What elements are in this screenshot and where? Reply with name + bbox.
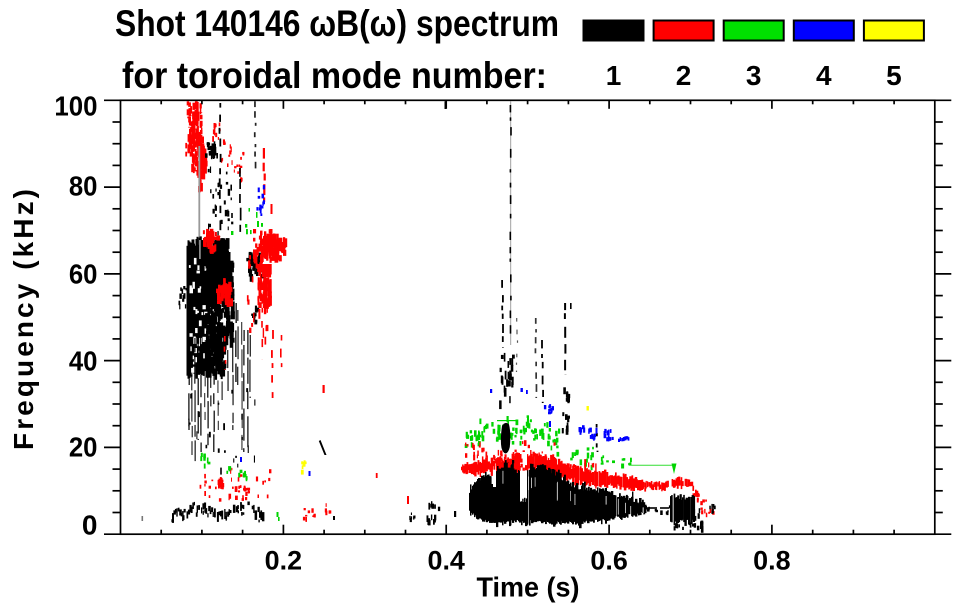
svg-text:1: 1	[606, 60, 622, 91]
svg-text:0: 0	[82, 510, 98, 541]
svg-text:20: 20	[69, 432, 98, 463]
svg-text:Shot 140146 ωB(ω) spectrum: Shot 140146 ωB(ω) spectrum	[115, 3, 559, 44]
svg-text:0.8: 0.8	[753, 546, 790, 576]
svg-text:4: 4	[816, 60, 832, 91]
svg-text:Time (s): Time (s)	[477, 572, 580, 603]
svg-text:3: 3	[746, 60, 762, 91]
svg-text:2: 2	[676, 60, 692, 91]
svg-text:5: 5	[886, 60, 902, 91]
svg-text:0.6: 0.6	[590, 546, 627, 576]
svg-text:100: 100	[54, 91, 97, 122]
svg-text:0.2: 0.2	[265, 546, 302, 576]
svg-text:60: 60	[69, 259, 98, 290]
svg-text:40: 40	[69, 346, 98, 377]
svg-text:0.4: 0.4	[428, 546, 466, 576]
svg-text:80: 80	[69, 171, 98, 202]
svg-text:for toroidal mode number:: for toroidal mode number:	[122, 55, 547, 96]
